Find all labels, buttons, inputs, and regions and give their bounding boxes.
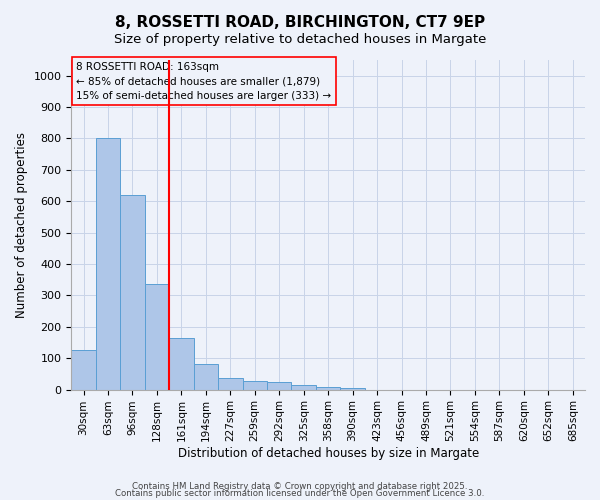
Bar — [194, 364, 218, 390]
Bar — [267, 382, 292, 390]
Bar — [71, 350, 96, 390]
Bar — [316, 387, 340, 390]
Text: Size of property relative to detached houses in Margate: Size of property relative to detached ho… — [114, 32, 486, 46]
Bar — [218, 378, 242, 390]
Text: Contains public sector information licensed under the Open Government Licence 3.: Contains public sector information licen… — [115, 490, 485, 498]
Bar — [292, 385, 316, 390]
Bar — [120, 195, 145, 390]
X-axis label: Distribution of detached houses by size in Margate: Distribution of detached houses by size … — [178, 447, 479, 460]
Bar — [145, 284, 169, 390]
Bar — [340, 388, 365, 390]
Text: 8 ROSSETTI ROAD: 163sqm
← 85% of detached houses are smaller (1,879)
15% of semi: 8 ROSSETTI ROAD: 163sqm ← 85% of detache… — [76, 62, 332, 101]
Text: 8, ROSSETTI ROAD, BIRCHINGTON, CT7 9EP: 8, ROSSETTI ROAD, BIRCHINGTON, CT7 9EP — [115, 15, 485, 30]
Y-axis label: Number of detached properties: Number of detached properties — [15, 132, 28, 318]
Bar — [169, 338, 194, 390]
Bar — [96, 138, 120, 390]
Bar — [242, 381, 267, 390]
Text: Contains HM Land Registry data © Crown copyright and database right 2025.: Contains HM Land Registry data © Crown c… — [132, 482, 468, 491]
